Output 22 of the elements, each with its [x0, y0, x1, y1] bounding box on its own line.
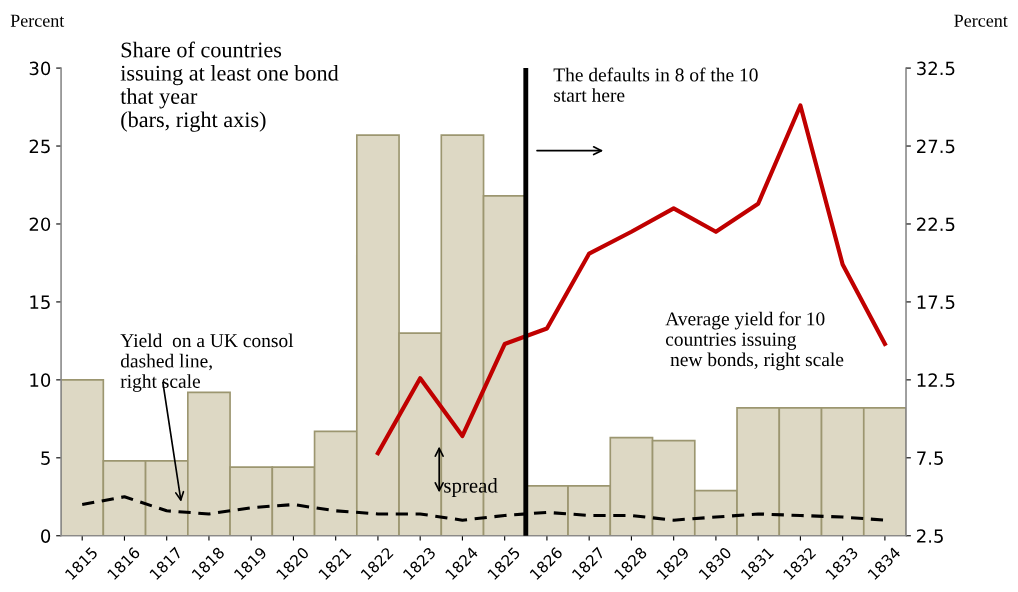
annotation: The defaults in 8 of the 10 start here — [553, 67, 758, 102]
annotation: Average yield for 10 countries issuing new bonds, right scale — [665, 311, 844, 371]
y2-tick-label: 2.5 — [917, 529, 943, 543]
y-axis-title: Percent — [10, 14, 65, 27]
line-series — [375, 103, 887, 456]
annotation: Yield on a UK consol dashed line, right scale — [120, 333, 294, 392]
y2-tick-label: 17.5 — [917, 295, 955, 310]
y-tick-label: 5 — [41, 451, 50, 465]
annotation: spread — [444, 477, 498, 497]
y2-tick-label: 22.5 — [917, 217, 955, 232]
y-tick-label: 20 — [29, 217, 51, 232]
y2-axis-title: Percent — [954, 14, 1008, 27]
y-tick-label: 0 — [41, 529, 51, 543]
y2-tick-label: 7.5 — [917, 451, 943, 465]
y2-tick-label: 27.5 — [917, 139, 955, 154]
y-tick-label: 25 — [29, 139, 50, 154]
y-tick-label: 15 — [30, 295, 50, 310]
y2-tick-label: 12.5 — [917, 373, 955, 387]
y-tick-label: 10 — [30, 373, 51, 387]
y-tick-label: 30 — [29, 61, 51, 76]
annotation: Share of countries issuing at least one bond that year (bars, right axis) — [120, 41, 339, 132]
y2-tick-label: 32.5 — [917, 61, 955, 76]
